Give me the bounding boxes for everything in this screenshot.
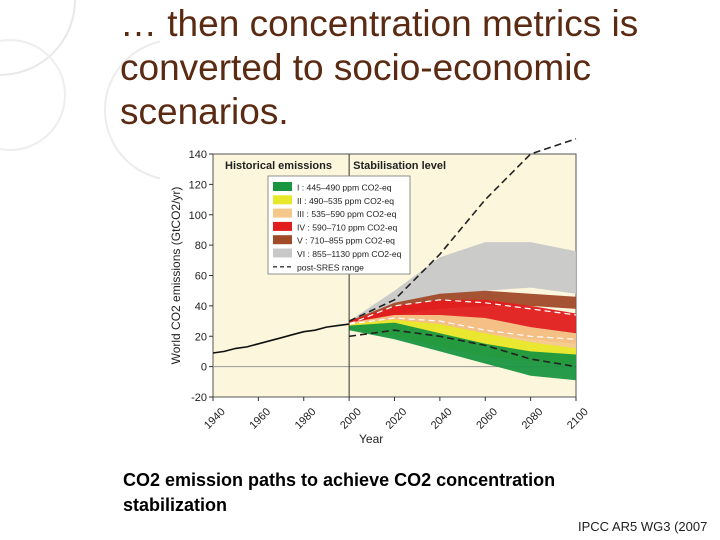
x-tick-label: 2000 [338,406,364,432]
decorative-circle [0,39,66,151]
x-tick-label: 2080 [520,406,546,432]
x-tick-label: 2040 [429,406,455,432]
post-sres-upper-line [348,138,577,322]
x-tick-label: 1960 [247,406,273,432]
legend-label: III : 535–590 ppm CO2-eq [297,209,397,219]
y-tick-label: 120 [189,179,207,191]
y-tick-label: 20 [195,331,207,343]
legend-swatch [273,221,292,231]
x-tick-label: 2020 [383,406,409,432]
legend-label: VI : 855–1130 ppm CO2-eq [297,249,402,259]
y-tick-label: 60 [195,271,207,283]
legend-swatch [273,182,292,191]
legend-swatch [273,235,292,245]
post-sres-lower-line [348,329,577,368]
y-axis-label: World CO2 emissions (GtCO2/yr) [169,187,183,365]
decorative-circles [0,0,160,180]
y-tick-label: 0 [201,362,207,374]
legend-label: V : 710–855 ppm CO2-eq [297,236,395,246]
median-line [348,299,577,325]
median-line [349,317,577,340]
historical-emissions-line [212,323,350,354]
legend-label: II : 490–535 ppm CO2-eq [297,196,394,206]
legend-label: post-SRES range [297,262,364,272]
slide-caption: CO2 emission paths to achieve CO2 concen… [123,470,556,515]
section-label-historical: Historical emissions [225,160,332,172]
x-tick-label: 1940 [202,406,228,432]
source-citation: IPCC AR5 WG3 (2007 [578,519,708,534]
section-label-stabilisation: Stabilisation level [353,160,446,172]
x-axis-label: Year [359,432,383,446]
legend-label: IV : 590–710 ppm CO2-eq [297,222,398,232]
y-tick-label: 140 [189,149,207,161]
x-tick-label: 1980 [293,406,319,432]
y-tick-label: 40 [195,301,207,313]
y-tick-label: 100 [189,210,207,222]
x-tick-label: 2100 [565,406,591,432]
legend-label: I : 445–490 ppm CO2-eq [297,183,392,193]
legend-swatch [273,208,292,218]
slide-title: … then concentration metrics is converte… [120,3,639,132]
y-tick-label: 80 [195,240,207,252]
y-tick-label: -20 [191,392,207,404]
decorative-circle [104,40,160,180]
band-i [349,322,576,381]
legend-swatch [273,248,292,258]
x-tick-label: 2060 [474,406,500,432]
legend-swatch [273,195,292,205]
